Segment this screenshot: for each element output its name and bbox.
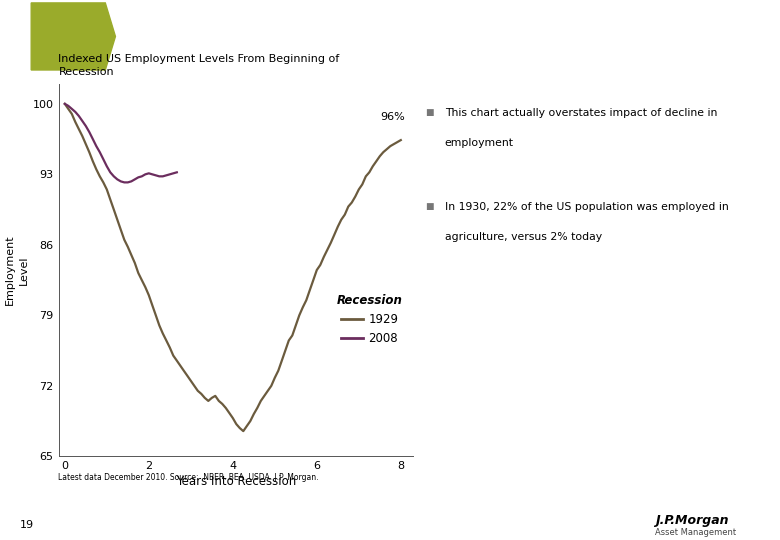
X-axis label: Years Into Recession: Years Into Recession bbox=[176, 475, 296, 488]
Text: Latest data December 2010. Source:  NBER. BEA. USDA. J.P. Morgan.: Latest data December 2010. Source: NBER.… bbox=[58, 472, 319, 482]
Text: This chart actually overstates impact of decline in: This chart actually overstates impact of… bbox=[445, 108, 717, 118]
Text: J.P.Morgan: J.P.Morgan bbox=[655, 514, 729, 527]
Y-axis label: Employment
Level: Employment Level bbox=[5, 235, 29, 305]
Text: Indexed US Employment Levels From Beginning of
Recession: Indexed US Employment Levels From Beginn… bbox=[58, 54, 340, 77]
Text: 19: 19 bbox=[20, 520, 34, 530]
Polygon shape bbox=[31, 3, 115, 70]
Text: ■: ■ bbox=[425, 202, 434, 212]
Text: GUIDE: GUIDE bbox=[44, 13, 69, 19]
Text: Still, current recession is dramatically less severe than: Still, current recession is dramatically… bbox=[126, 15, 643, 32]
Text: In 1930, 22% of the US population was employed in: In 1930, 22% of the US population was em… bbox=[445, 202, 729, 213]
Legend: 1929, 2008: 1929, 2008 bbox=[332, 289, 407, 350]
Text: the Great Depression: the Great Depression bbox=[126, 46, 327, 64]
Text: Asset Management: Asset Management bbox=[655, 528, 736, 537]
Text: MARKETS: MARKETS bbox=[44, 54, 82, 60]
Text: TO THE: TO THE bbox=[44, 33, 73, 39]
Text: agriculture, versus 2% today: agriculture, versus 2% today bbox=[445, 232, 601, 242]
Text: 96%: 96% bbox=[381, 112, 406, 122]
Text: employment: employment bbox=[445, 138, 513, 148]
Text: ■: ■ bbox=[425, 108, 434, 117]
